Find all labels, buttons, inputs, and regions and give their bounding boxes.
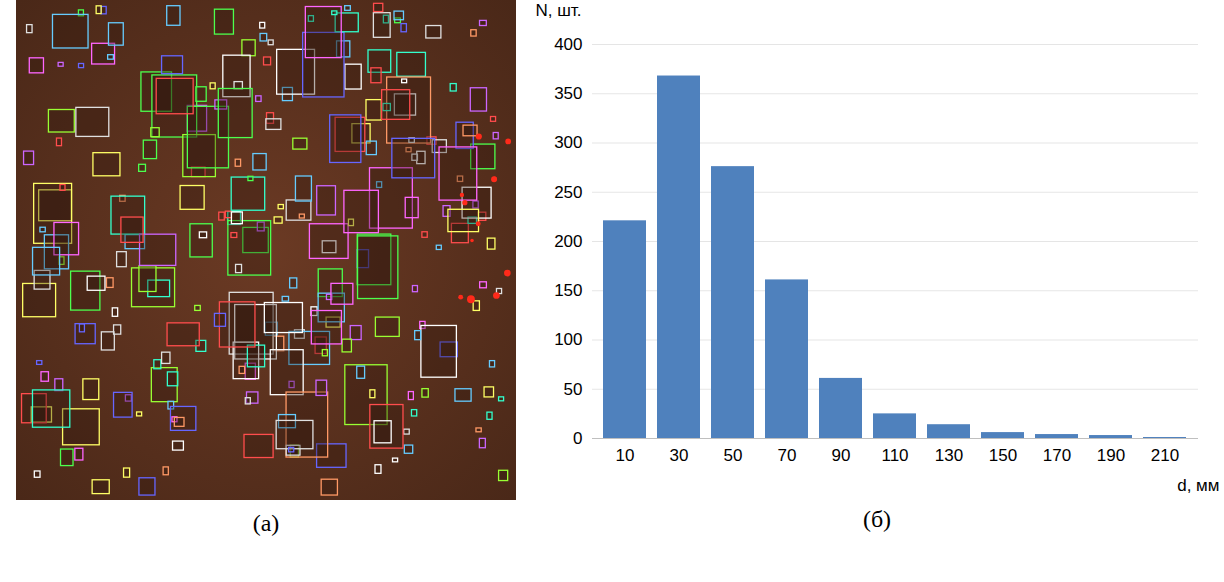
svg-text:90: 90 — [832, 446, 851, 465]
svg-text:110: 110 — [881, 446, 908, 465]
svg-text:0: 0 — [573, 429, 582, 448]
svg-text:100: 100 — [554, 330, 582, 349]
svg-text:190: 190 — [1097, 446, 1125, 465]
svg-text:70: 70 — [778, 446, 797, 465]
svg-text:300: 300 — [554, 133, 582, 152]
svg-text:30: 30 — [670, 446, 689, 465]
svg-text:400: 400 — [554, 35, 582, 54]
svg-text:200: 200 — [554, 232, 582, 251]
svg-text:10: 10 — [616, 446, 635, 465]
svg-text:130: 130 — [935, 446, 963, 465]
svg-text:170: 170 — [1043, 446, 1071, 465]
svg-text:d, мм: d, мм — [1177, 476, 1219, 495]
html-text:(а): (а) — [252, 510, 280, 536]
svg-text:50: 50 — [564, 380, 583, 399]
svg-text:350: 350 — [554, 84, 582, 103]
svg-text:210: 210 — [1151, 446, 1179, 465]
svg-text:150: 150 — [554, 281, 582, 300]
svg-text:250: 250 — [554, 183, 582, 202]
svg-text:150: 150 — [989, 446, 1017, 465]
html-text:(б): (б) — [862, 506, 892, 532]
svg-text:50: 50 — [724, 446, 743, 465]
svg-text:N, шт.: N, шт. — [536, 1, 582, 20]
